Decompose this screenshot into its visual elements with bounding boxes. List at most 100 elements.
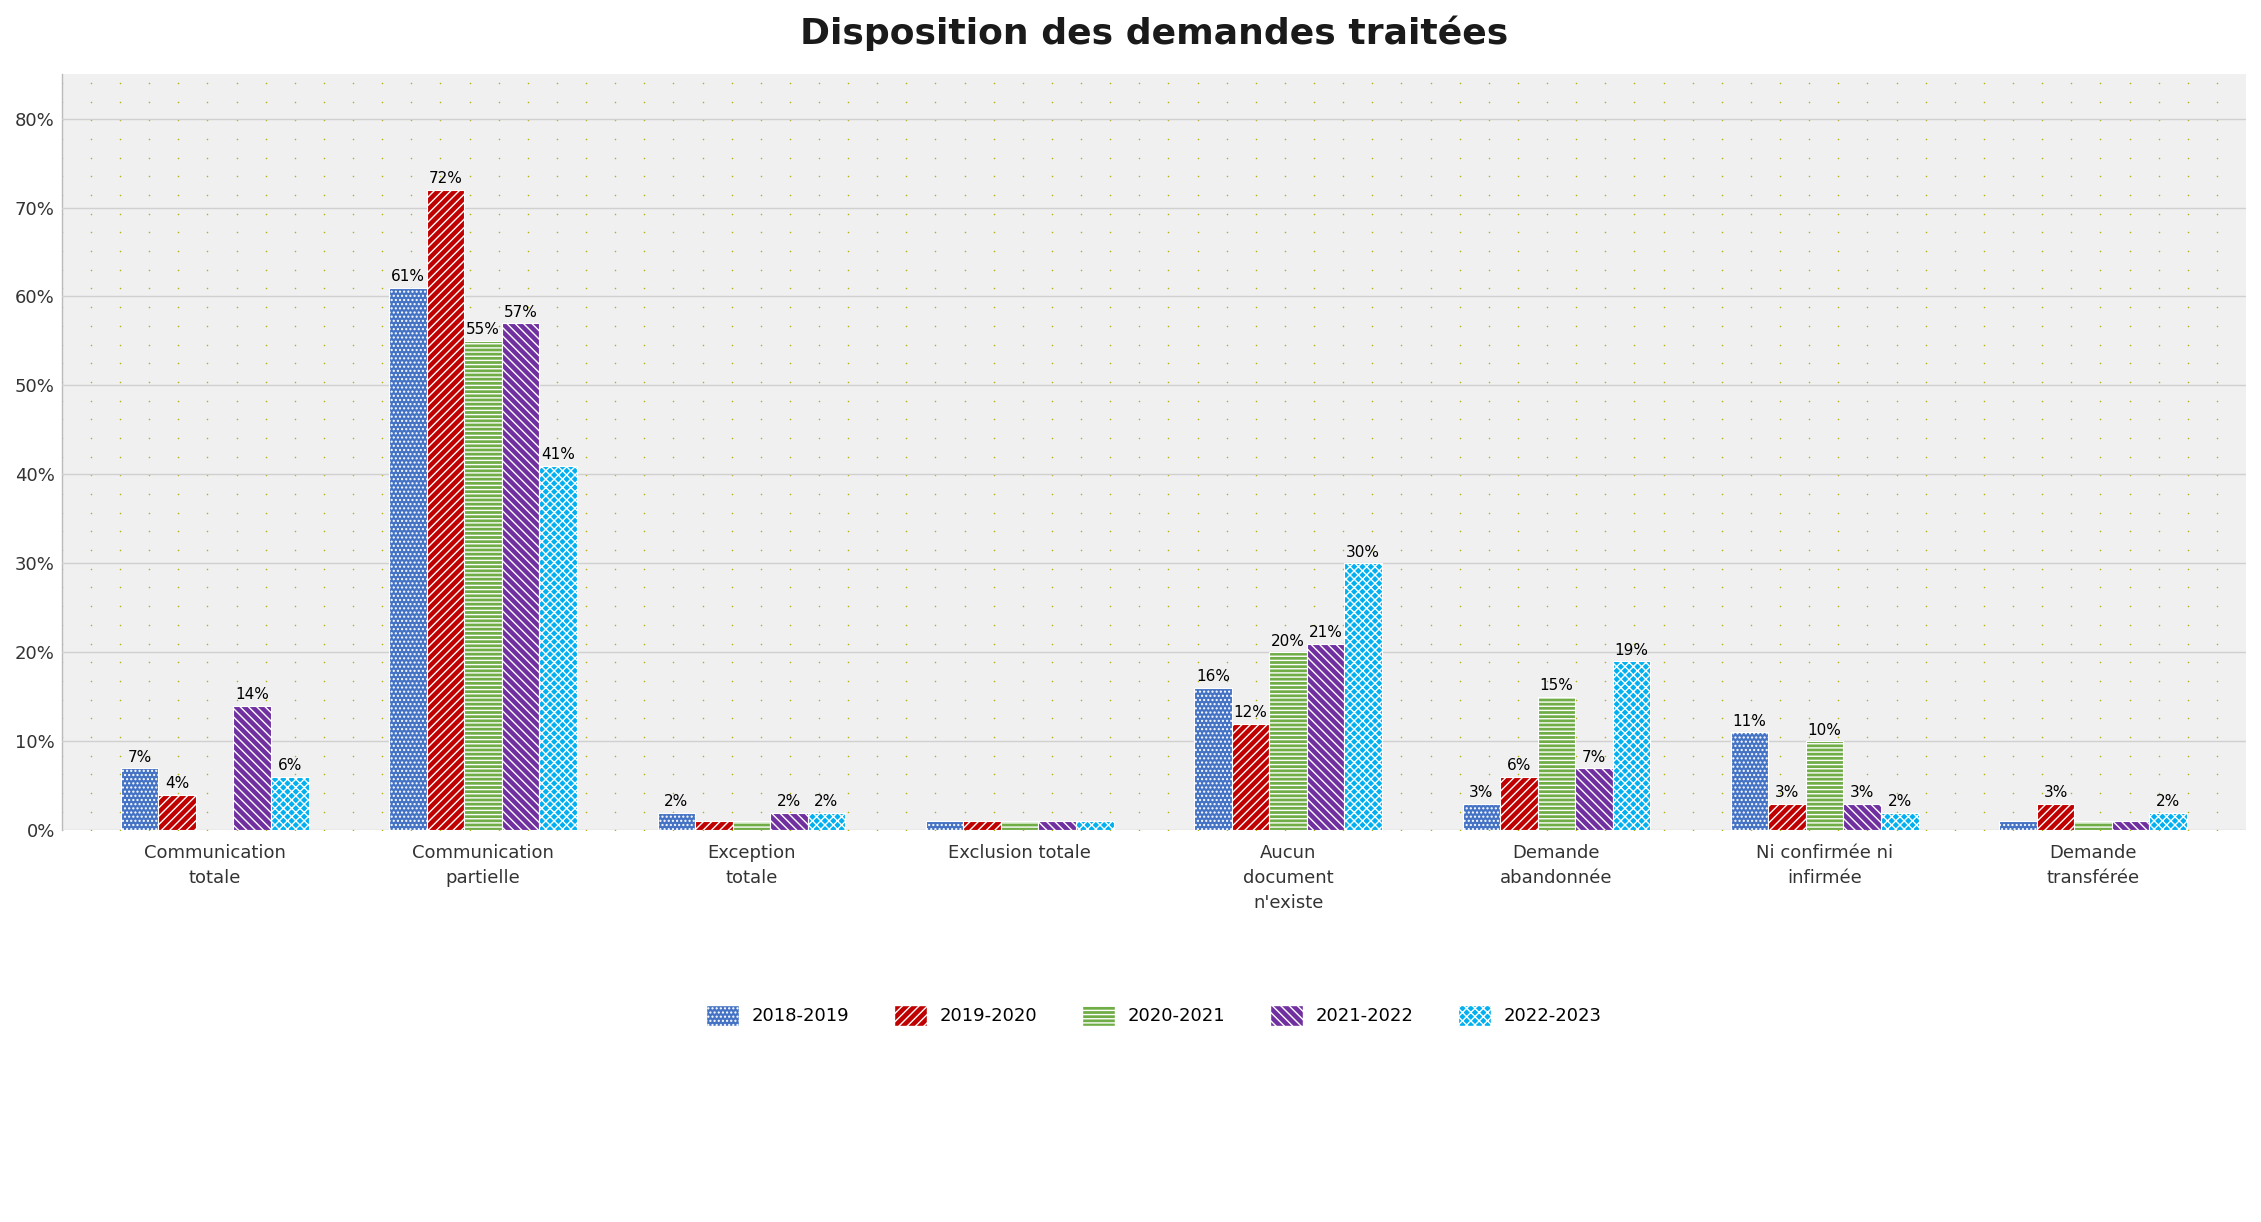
- Point: [1879, 73, 1915, 93]
- Point: [1558, 373, 1594, 392]
- Point: [1705, 522, 1741, 541]
- Point: [947, 783, 984, 803]
- Point: [1413, 92, 1449, 111]
- Point: [335, 671, 371, 690]
- Point: [72, 166, 109, 186]
- Point: [714, 130, 751, 149]
- Point: [1296, 148, 1332, 167]
- Point: [1499, 578, 1535, 598]
- Point: [1879, 409, 1915, 429]
- Point: [830, 745, 866, 765]
- Text: 12%: 12%: [1235, 705, 1268, 720]
- Point: [918, 409, 954, 429]
- Point: [1908, 409, 1944, 429]
- Point: [1384, 260, 1420, 280]
- Point: [1266, 783, 1302, 803]
- Point: [2024, 186, 2060, 205]
- Point: [1994, 204, 2030, 224]
- Point: [1908, 222, 1944, 242]
- Point: [1063, 596, 1099, 616]
- Point: [1004, 671, 1040, 690]
- Point: [2171, 353, 2207, 373]
- Point: [131, 578, 167, 598]
- Point: [656, 279, 692, 298]
- Point: [889, 783, 925, 803]
- Point: [1791, 391, 1827, 411]
- Point: [219, 241, 255, 260]
- Point: [1384, 409, 1420, 429]
- Point: [1499, 727, 1535, 747]
- Point: [1965, 578, 2001, 598]
- Point: [626, 689, 662, 709]
- Text: 3%: 3%: [1775, 785, 1800, 800]
- Point: [1820, 765, 1856, 785]
- Point: [482, 802, 518, 821]
- Point: [800, 447, 837, 467]
- Point: [1092, 709, 1128, 728]
- Point: [1528, 802, 1565, 821]
- Point: [1033, 110, 1069, 130]
- Point: [1092, 689, 1128, 709]
- Point: [1938, 110, 1974, 130]
- Point: [830, 297, 866, 316]
- Point: [1180, 765, 1216, 785]
- Point: [597, 689, 633, 709]
- Point: [1180, 558, 1216, 578]
- Point: [1266, 222, 1302, 242]
- Point: [685, 653, 721, 672]
- Point: [568, 558, 604, 578]
- Point: [1063, 466, 1099, 485]
- Point: [1994, 373, 2030, 392]
- Point: [1965, 148, 2001, 167]
- Point: [1121, 297, 1158, 316]
- Point: [1413, 540, 1449, 560]
- Point: [1413, 316, 1449, 336]
- Point: [1266, 73, 1302, 93]
- Point: [1938, 241, 1974, 260]
- Point: [452, 503, 488, 523]
- Point: [102, 92, 138, 111]
- Point: [1180, 222, 1216, 242]
- Point: [393, 92, 430, 111]
- Point: [1558, 428, 1594, 447]
- Point: [626, 671, 662, 690]
- Point: [1732, 260, 1768, 280]
- Point: [1761, 335, 1797, 354]
- Point: [1879, 596, 1915, 616]
- Point: [509, 130, 545, 149]
- Point: [1499, 522, 1535, 541]
- Point: [1761, 204, 1797, 224]
- Point: [1354, 373, 1391, 392]
- Point: [2053, 503, 2089, 523]
- Point: [1965, 689, 2001, 709]
- Point: [1151, 671, 1187, 690]
- Point: [1820, 241, 1856, 260]
- Point: [1761, 353, 1797, 373]
- Point: [1004, 297, 1040, 316]
- Point: [1558, 634, 1594, 654]
- Point: [131, 765, 167, 785]
- Point: [771, 279, 807, 298]
- Point: [771, 689, 807, 709]
- Point: [2082, 92, 2119, 111]
- Point: [1908, 671, 1944, 690]
- Point: [161, 558, 197, 578]
- Point: [1879, 540, 1915, 560]
- Point: [364, 689, 400, 709]
- Point: [482, 279, 518, 298]
- Point: [771, 130, 807, 149]
- Point: [1908, 166, 1944, 186]
- Point: [1791, 484, 1827, 503]
- Point: [597, 353, 633, 373]
- Point: [1063, 279, 1099, 298]
- Point: [219, 373, 255, 392]
- Point: [131, 634, 167, 654]
- Bar: [927, 821, 963, 831]
- Point: [830, 335, 866, 354]
- Point: [1820, 783, 1856, 803]
- Point: [2053, 484, 2089, 503]
- Point: [1849, 540, 1886, 560]
- Point: [597, 522, 633, 541]
- Text: 7%: 7%: [127, 749, 151, 765]
- Point: [452, 540, 488, 560]
